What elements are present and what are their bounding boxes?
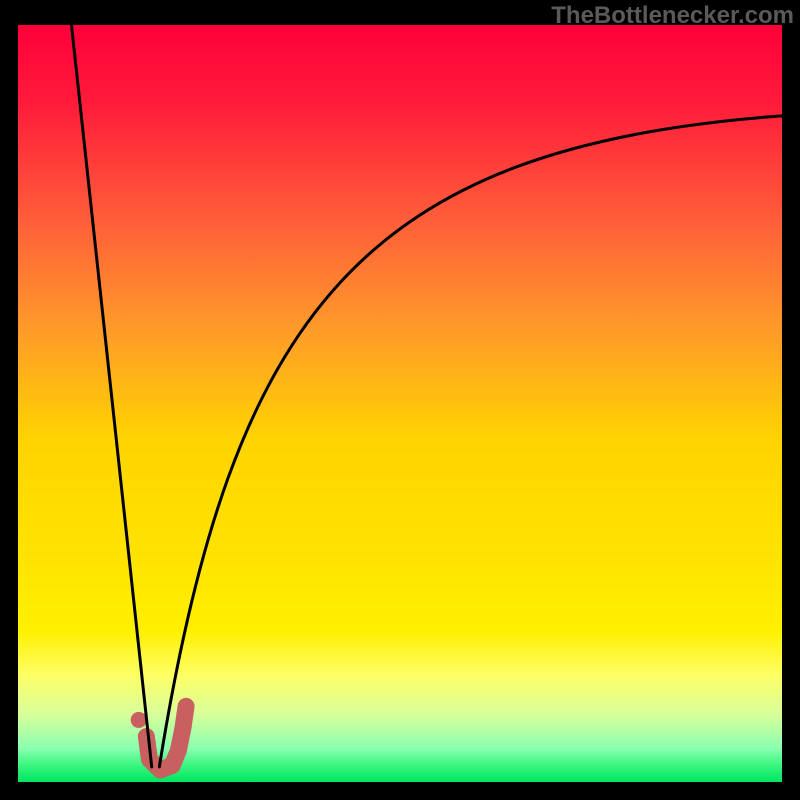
chart-stage: TheBottlenecker.com — [0, 0, 800, 800]
chart-border — [0, 0, 800, 800]
